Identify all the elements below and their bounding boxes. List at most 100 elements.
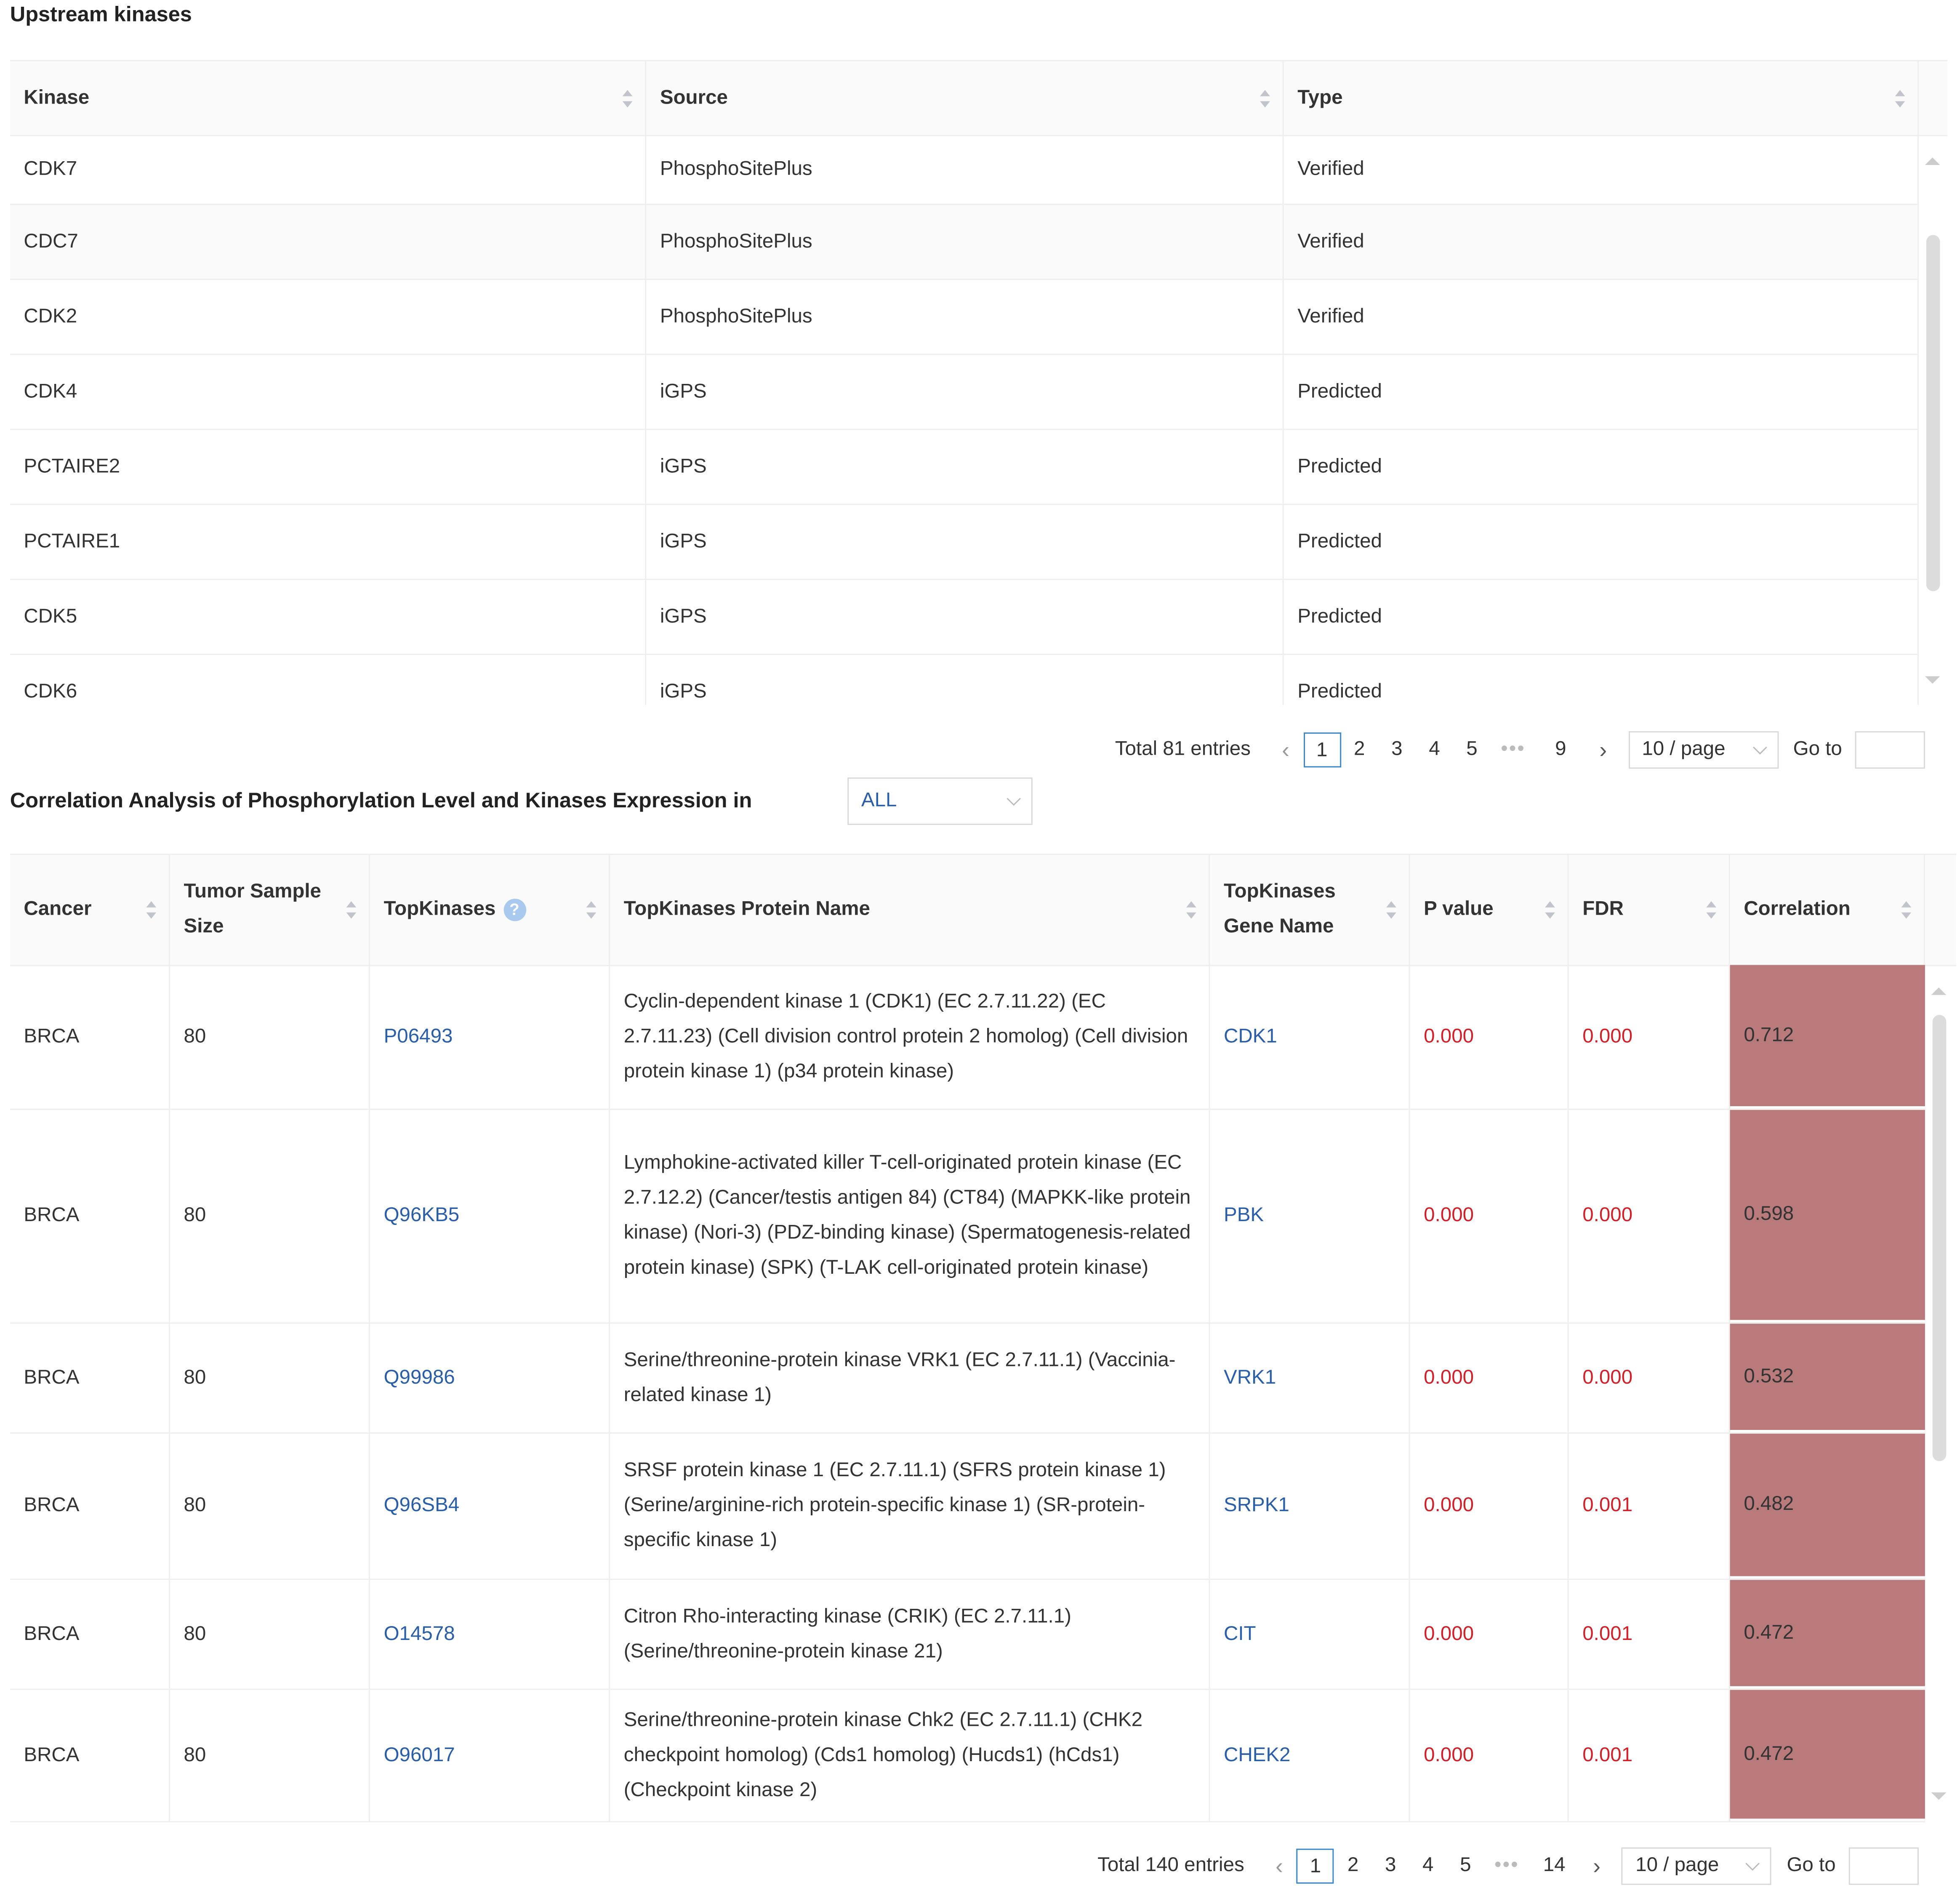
sort-icon[interactable] (1901, 900, 1912, 920)
total-entries: Total 140 entries (1097, 1855, 1244, 1877)
cell-source: iGPS (646, 505, 1284, 579)
page-5[interactable]: 5 (1460, 1855, 1471, 1877)
page-2[interactable]: 2 (1354, 738, 1365, 760)
cell-kinase: PCTAIRE2 (10, 430, 647, 504)
page-1[interactable]: 1 (1297, 1848, 1334, 1884)
goto-page-input[interactable] (1848, 1847, 1918, 1885)
cell-p-value: 0.000 (1410, 1110, 1569, 1323)
column-header-protein-name[interactable]: TopKinases Protein Name (610, 855, 1210, 965)
correlation-pagination: Total 140 entries ‹ 1 2 3 4 5 ••• 14 › 10 / page Go… (1097, 1847, 1918, 1885)
prev-page-icon[interactable]: ‹ (1275, 1853, 1283, 1878)
cell-topkinases[interactable]: Q96SB4 (370, 1433, 610, 1579)
cell-gene-name[interactable]: SRPK1 (1210, 1433, 1410, 1579)
page-9[interactable]: 9 (1555, 738, 1566, 760)
table-row[interactable]: PCTAIRE2 iGPS Predicted (10, 430, 1919, 505)
table-row[interactable]: BRCA 80 O96017 Serine/threonine-protein kin… (10, 1690, 1925, 1823)
column-header-label: Cancer (24, 898, 92, 920)
cell-gene-name[interactable]: CHEK2 (1210, 1690, 1410, 1821)
cell-gene-name[interactable]: CIT (1210, 1580, 1410, 1689)
cell-gene-name[interactable]: PBK (1210, 1110, 1410, 1323)
scroll-up-icon[interactable] (1925, 157, 1940, 165)
table-header: Cancer Tumor Sample Size TopKinases? TopKin… (10, 855, 1957, 966)
sort-icon[interactable] (146, 900, 157, 920)
table-row[interactable]: BRCA 80 Q99986 Serine/threonine-protein kin… (10, 1323, 1925, 1434)
cell-gene-name[interactable]: VRK1 (1210, 1323, 1410, 1432)
column-header-topkinases[interactable]: TopKinases? (370, 855, 610, 965)
table-row[interactable]: CDK7 PhosphoSitePlus Verified (10, 135, 1919, 205)
help-icon[interactable]: ? (503, 898, 526, 921)
column-header-source[interactable]: Source (646, 61, 1284, 135)
table-row[interactable]: CDK2 PhosphoSitePlus Verified (10, 280, 1919, 355)
cell-topkinases[interactable]: P06493 (370, 965, 610, 1109)
table-row[interactable]: CDK6 iGPS Predicted (10, 655, 1919, 705)
scrollbar-thumb[interactable] (1932, 1015, 1947, 1461)
column-header-p-value[interactable]: P value (1410, 855, 1569, 965)
table-header: Kinase Source Type (10, 61, 1948, 136)
table-row[interactable]: CDC7 PhosphoSitePlus Verified (10, 205, 1919, 280)
scrollbar-thumb[interactable] (1926, 235, 1940, 591)
column-header-gene-name[interactable]: TopKinases Gene Name (1210, 855, 1410, 965)
sort-icon[interactable] (586, 900, 597, 920)
scroll-down-icon[interactable] (1931, 1792, 1947, 1800)
prev-page-icon[interactable]: ‹ (1282, 737, 1289, 762)
cell-topkinases[interactable]: Q96KB5 (370, 1110, 610, 1323)
table-row[interactable]: BRCA 80 P06493 Cyclin-dependent kinase 1 (C… (10, 965, 1925, 1110)
column-header-label: FDR (1582, 898, 1624, 920)
sort-icon[interactable] (1186, 900, 1196, 920)
column-header-type[interactable]: Type (1284, 61, 1919, 135)
sort-icon[interactable] (622, 88, 633, 108)
correlation-table: Cancer Tumor Sample Size TopKinases? TopKin… (10, 854, 1957, 1823)
more-pages-icon[interactable]: ••• (1501, 738, 1526, 760)
table-row[interactable]: CDK5 iGPS Predicted (10, 580, 1919, 655)
page-size-select[interactable]: 10 / page (1622, 1847, 1772, 1885)
scroll-down-icon[interactable] (1925, 676, 1940, 684)
column-header-fdr[interactable]: FDR (1569, 855, 1730, 965)
page-size-select[interactable]: 10 / page (1628, 731, 1779, 769)
sort-icon[interactable] (1260, 88, 1270, 108)
table-row[interactable]: BRCA 80 Q96SB4 SRSF protein kinase 1 (EC 2.… (10, 1433, 1925, 1580)
sort-icon[interactable] (1545, 900, 1555, 920)
cell-protein-name: Lymphokine-activated killer T-cell-origi… (610, 1110, 1210, 1323)
vertical-scrollbar[interactable] (1925, 965, 1954, 1822)
sort-icon[interactable] (1706, 900, 1716, 920)
next-page-icon[interactable]: › (1593, 1853, 1601, 1878)
table-row[interactable]: BRCA 80 Q96KB5 Lymphokine-activated killer … (10, 1110, 1925, 1324)
cell-topkinases[interactable]: O14578 (370, 1580, 610, 1689)
page-4[interactable]: 4 (1429, 738, 1440, 760)
column-header-kinase[interactable]: Kinase (10, 61, 647, 135)
cell-type: Verified (1284, 205, 1919, 279)
cell-cancer: BRCA (10, 1580, 170, 1689)
column-header-correlation[interactable]: Correlation (1730, 855, 1925, 965)
page-4[interactable]: 4 (1422, 1855, 1434, 1877)
page-2[interactable]: 2 (1347, 1855, 1359, 1877)
cell-topkinases[interactable]: Q99986 (370, 1323, 610, 1432)
sort-icon[interactable] (1386, 900, 1396, 920)
table-row[interactable]: CDK4 iGPS Predicted (10, 355, 1919, 430)
scroll-up-icon[interactable] (1931, 987, 1947, 995)
page-1[interactable]: 1 (1303, 732, 1341, 768)
page-5[interactable]: 5 (1466, 738, 1478, 760)
column-header-label: Kinase (24, 87, 90, 108)
cell-type: Predicted (1284, 505, 1919, 579)
sort-icon[interactable] (346, 900, 357, 920)
table-row[interactable]: BRCA 80 O14578 Citron Rho-interacting kinas… (10, 1580, 1925, 1690)
table-row[interactable]: PCTAIRE1 iGPS Predicted (10, 505, 1919, 580)
cell-gene-name[interactable]: CDK1 (1210, 965, 1410, 1109)
cell-type: Predicted (1284, 655, 1919, 705)
more-pages-icon[interactable]: ••• (1494, 1855, 1519, 1877)
sort-icon[interactable] (1895, 88, 1905, 108)
cell-kinase: CDK2 (10, 280, 647, 354)
cell-source: PhosphoSitePlus (646, 135, 1284, 204)
vertical-scrollbar[interactable] (1919, 135, 1947, 705)
cell-cancer: BRCA (10, 965, 170, 1109)
page-3[interactable]: 3 (1391, 738, 1403, 760)
page-14[interactable]: 14 (1543, 1855, 1566, 1877)
cell-topkinases[interactable]: O96017 (370, 1690, 610, 1821)
goto-page-input[interactable] (1854, 731, 1925, 769)
cancer-filter-value: ALL (861, 790, 897, 812)
cancer-filter-select[interactable]: ALL (847, 777, 1033, 825)
column-header-tumor-sample-size[interactable]: Tumor Sample Size (170, 855, 370, 965)
page-3[interactable]: 3 (1385, 1855, 1396, 1877)
column-header-cancer[interactable]: Cancer (10, 855, 170, 965)
next-page-icon[interactable]: › (1599, 737, 1607, 762)
